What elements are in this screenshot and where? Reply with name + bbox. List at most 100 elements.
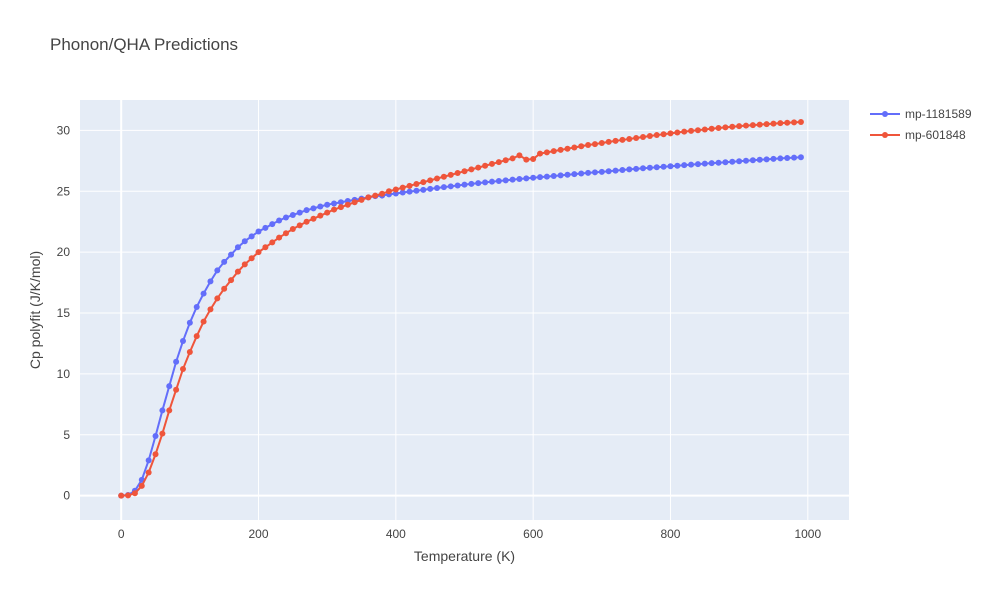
data-point: [372, 192, 379, 199]
data-point: [633, 134, 640, 141]
y-axis-label: Cp polyfit (J/K/mol): [27, 251, 43, 369]
data-point: [351, 199, 358, 206]
data-point: [777, 155, 784, 162]
data-point: [770, 155, 777, 162]
data-point: [509, 176, 516, 183]
data-point: [475, 164, 482, 171]
data-point: [585, 142, 592, 149]
data-point: [125, 492, 132, 499]
data-point: [241, 238, 248, 245]
data-point: [653, 132, 660, 139]
data-point: [708, 160, 715, 167]
data-point: [324, 209, 331, 216]
data-point: [269, 221, 276, 228]
data-point: [482, 179, 489, 186]
data-point: [420, 186, 427, 193]
data-point: [578, 143, 585, 150]
y-tick-label: 20: [57, 245, 71, 259]
data-point: [743, 122, 750, 129]
legend[interactable]: mp-1181589 mp-601848: [870, 107, 972, 142]
data-point: [468, 166, 475, 173]
data-point: [173, 358, 180, 365]
series-mp-601848: [118, 119, 804, 499]
data-point: [694, 161, 701, 168]
legend-label: mp-601848: [905, 128, 966, 142]
data-point: [598, 139, 605, 146]
data-point: [296, 222, 303, 229]
data-point: [729, 123, 736, 130]
data-point: [667, 163, 674, 170]
data-point: [605, 168, 612, 175]
data-point: [241, 261, 248, 268]
data-point: [749, 122, 756, 129]
data-point: [317, 203, 324, 210]
data-point: [447, 171, 454, 178]
data-point: [770, 120, 777, 127]
data-point: [248, 233, 255, 240]
data-point: [454, 170, 461, 177]
data-point: [310, 215, 317, 222]
data-point: [509, 155, 516, 162]
data-point: [667, 130, 674, 137]
data-point: [571, 144, 578, 151]
data-point: [784, 119, 791, 126]
x-tick-label: 400: [386, 527, 406, 541]
data-point: [674, 162, 681, 169]
data-point: [214, 295, 221, 302]
data-point: [591, 141, 598, 148]
data-point: [228, 277, 235, 284]
y-tick-label: 10: [57, 367, 71, 381]
y-tick-label: 30: [57, 123, 71, 137]
data-point: [179, 366, 186, 373]
data-point: [255, 249, 262, 256]
data-point: [708, 125, 715, 132]
data-point: [523, 156, 530, 163]
data-point: [447, 183, 454, 190]
data-point: [619, 167, 626, 173]
data-point: [488, 178, 495, 185]
data-point: [324, 201, 331, 208]
data-point: [660, 131, 667, 138]
data-point: [715, 125, 722, 131]
data-point: [276, 217, 283, 224]
x-tick-labels: 0 200 400 600 800 1000: [118, 527, 822, 541]
data-point: [482, 162, 489, 169]
data-point: [118, 492, 125, 499]
data-point: [777, 120, 784, 127]
data-point: [207, 278, 214, 285]
data-point: [392, 186, 399, 193]
data-point: [454, 182, 461, 189]
data-point: [289, 226, 296, 233]
data-point: [282, 230, 289, 237]
data-point: [406, 188, 413, 195]
data-point: [427, 185, 434, 192]
data-point: [530, 156, 537, 163]
data-point: [749, 157, 756, 164]
data-point: [640, 134, 647, 141]
data-point: [550, 148, 557, 155]
data-point: [530, 174, 537, 181]
data-point: [502, 157, 509, 164]
data-point: [413, 187, 420, 194]
data-point: [214, 267, 221, 274]
data-point: [365, 194, 372, 201]
data-point: [331, 200, 338, 207]
data-point: [550, 172, 557, 179]
legend-item[interactable]: mp-1181589: [870, 107, 972, 121]
series-layer: [118, 119, 804, 499]
data-point: [337, 199, 344, 206]
data-point: [145, 469, 152, 476]
data-point: [626, 166, 633, 173]
legend-swatch-marker: [882, 111, 888, 117]
data-point: [612, 137, 619, 144]
data-point: [420, 179, 427, 186]
legend-item[interactable]: mp-601848: [870, 128, 966, 142]
data-point: [736, 123, 743, 130]
data-point: [537, 174, 544, 181]
y-tick-label: 0: [63, 489, 70, 503]
data-point: [303, 218, 310, 225]
data-point: [406, 182, 413, 189]
data-point: [797, 154, 804, 161]
data-point: [516, 152, 523, 159]
data-point: [791, 119, 798, 126]
